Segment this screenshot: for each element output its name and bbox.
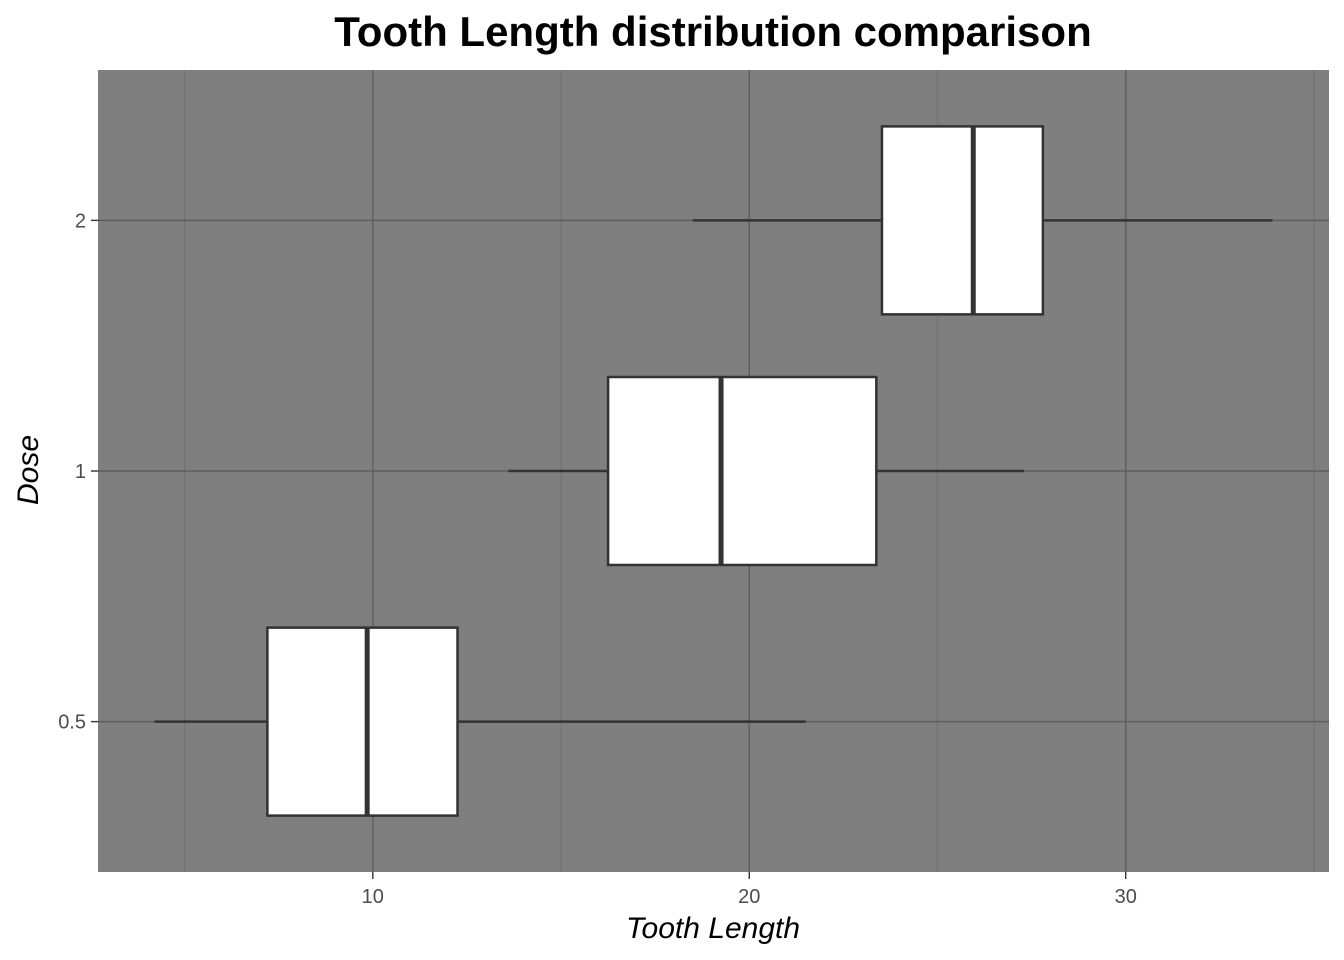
box-group-0-5	[154, 626, 806, 817]
x-tick-label: 30	[1115, 886, 1137, 908]
axis-layer: 10 20 30 0.5 1 2	[58, 210, 1137, 908]
x-tick-label: 10	[362, 886, 384, 908]
x-axis-title: Tooth Length	[626, 912, 800, 945]
x-tick-label: 20	[738, 886, 760, 908]
box-group-1	[508, 375, 1025, 567]
chart-title: Tooth Length distribution comparison	[334, 8, 1091, 55]
y-tick-label: 1	[75, 461, 86, 483]
box-iqr	[606, 375, 878, 567]
y-axis-title: Dose	[12, 435, 45, 505]
box-iqr	[880, 125, 1045, 316]
box-group-2	[692, 125, 1273, 316]
box-layer	[154, 125, 1273, 817]
y-tick-label: 2	[75, 210, 86, 232]
box-iqr	[266, 626, 459, 817]
y-tick-label: 0.5	[58, 712, 86, 734]
